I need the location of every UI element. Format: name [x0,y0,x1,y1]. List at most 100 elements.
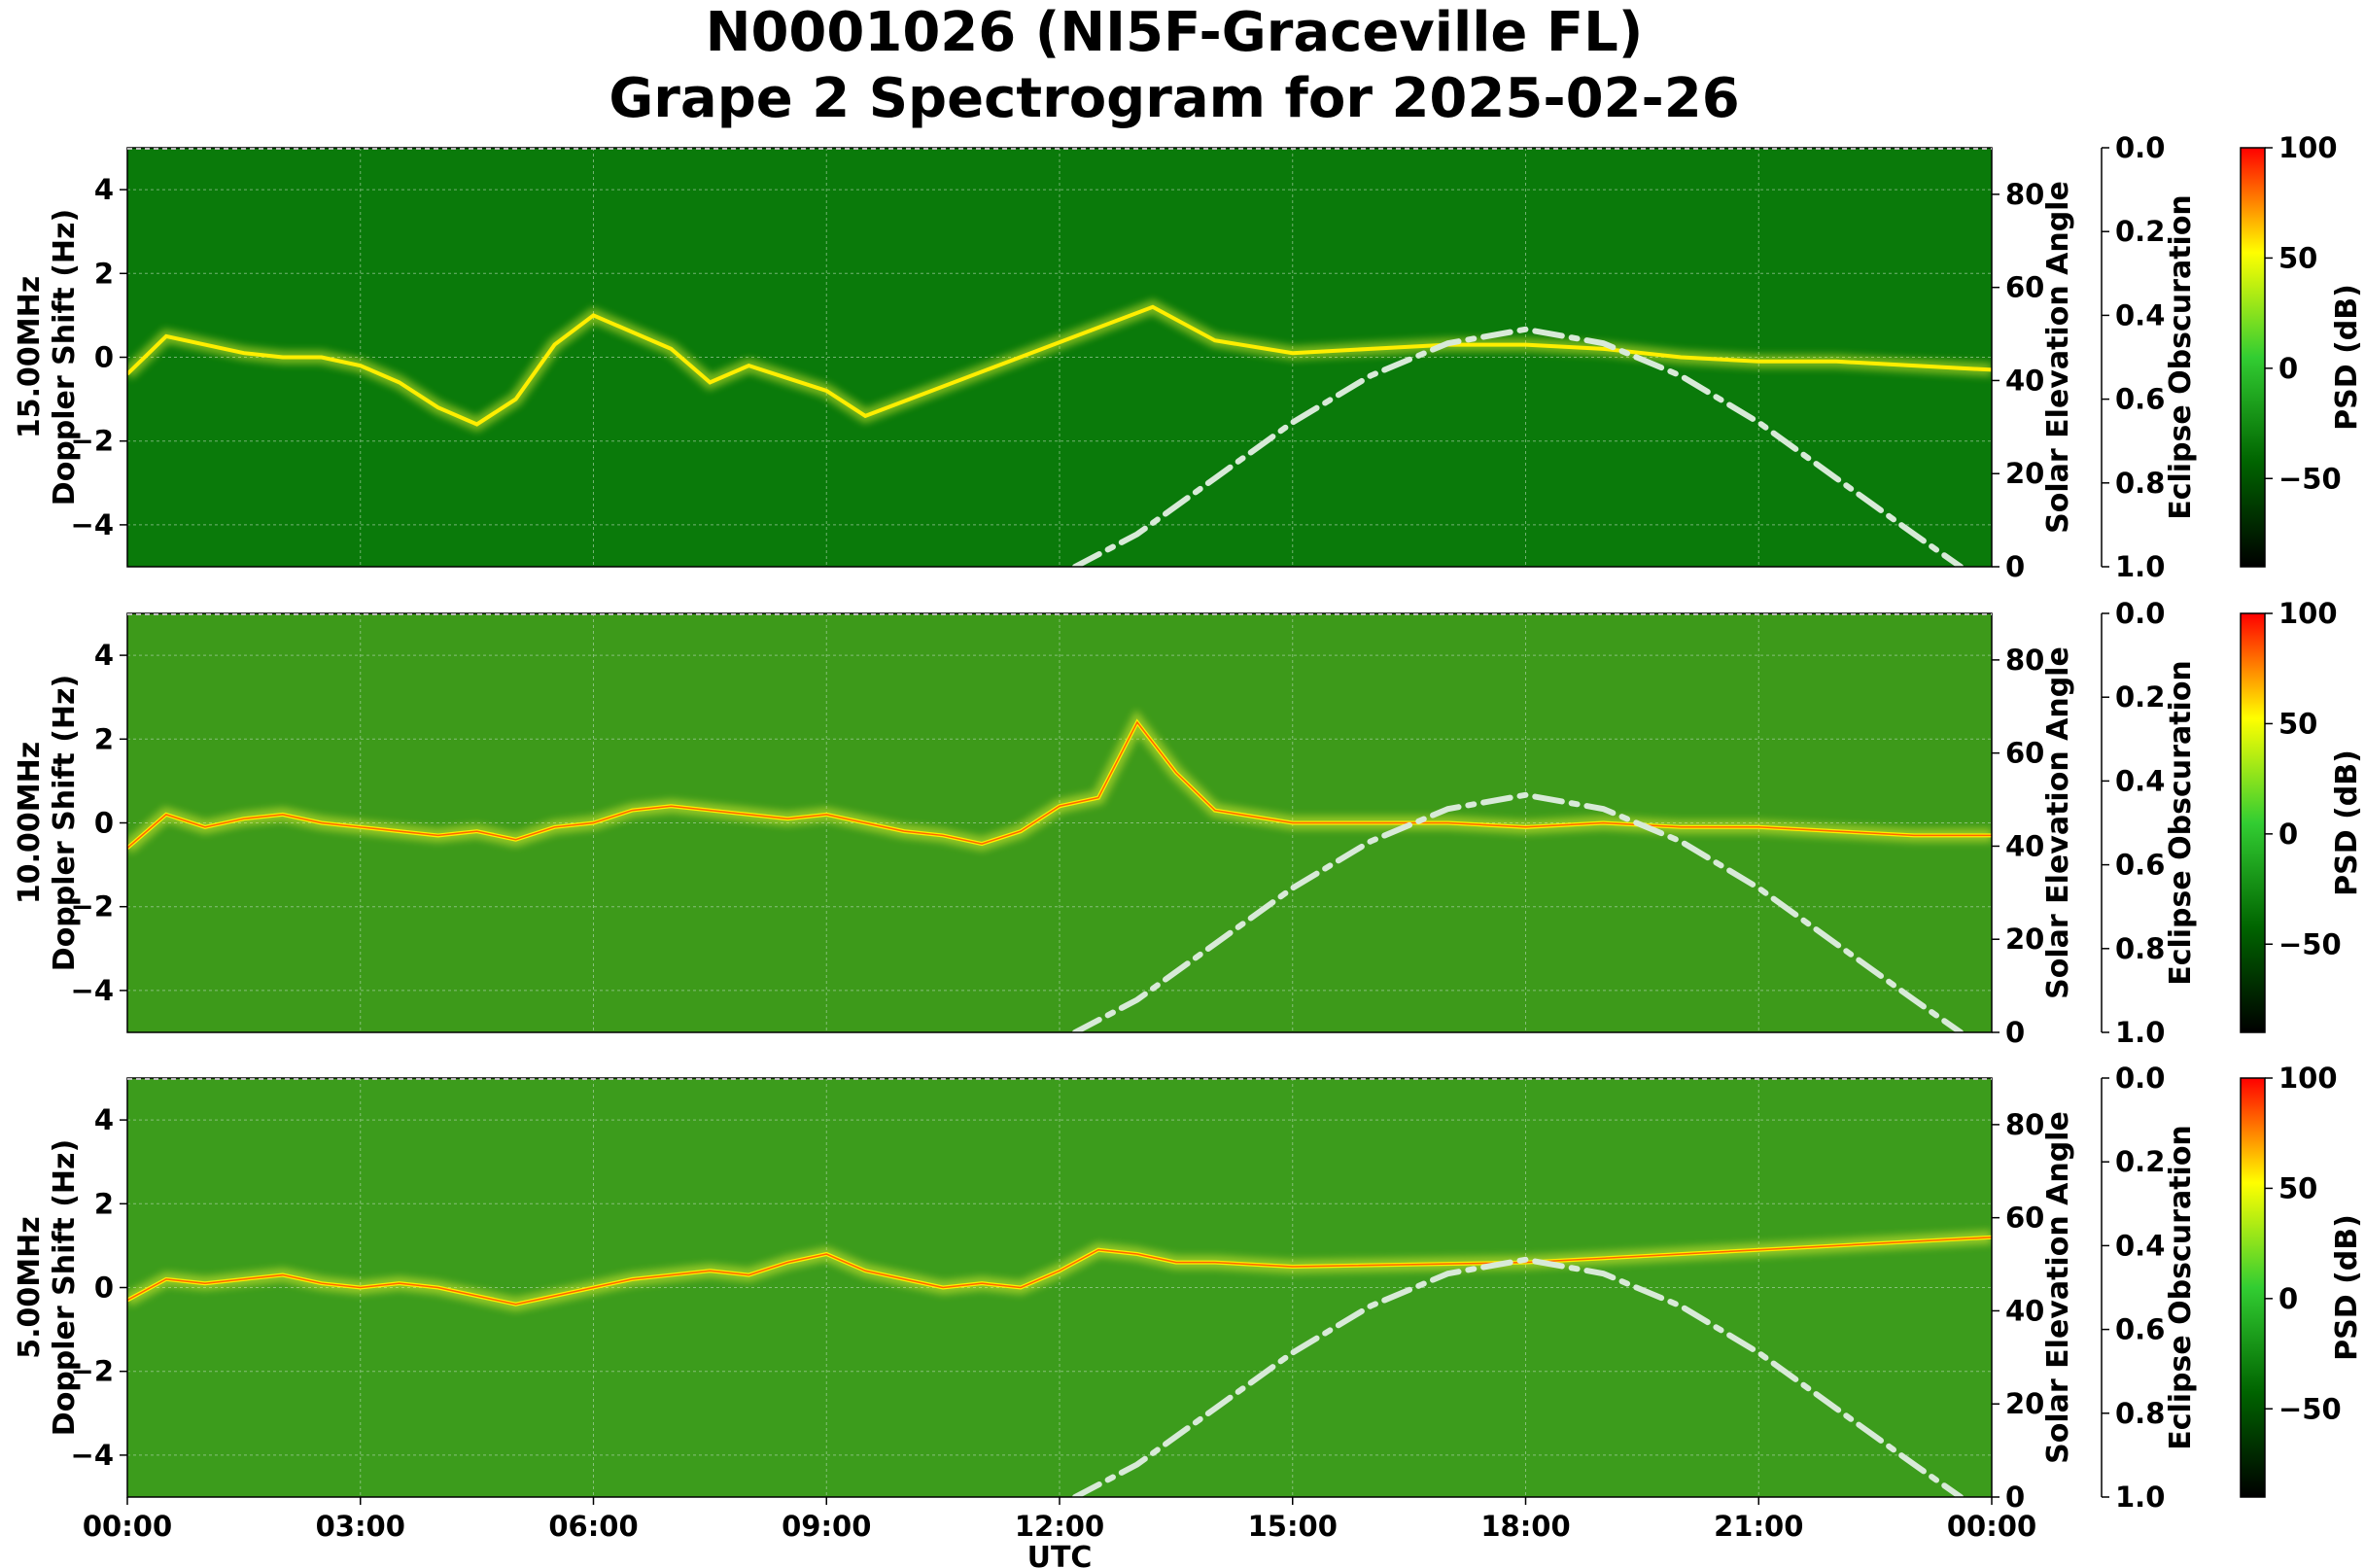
colorbar-label: PSD (dB) [2330,749,2364,896]
eclipse-tick-label: 0.2 [2115,680,2165,714]
elevation-tick-label: 80 [2005,1108,2044,1141]
colorbar-tick-label: 0 [2278,1282,2298,1315]
x-tick-label: 06:00 [548,1510,638,1543]
eclipse-axis-label: Eclipse Obscuration [2164,660,2198,986]
x-tick-label: 18:00 [1480,1510,1570,1543]
doppler-trace-peak [127,720,1992,849]
doppler-label: Doppler Shift (Hz) [48,209,82,505]
elevation-axis-label: Solar Elevation Angle [2041,181,2075,534]
y-tick-label: 4 [94,173,114,206]
panel-3: 420−2−45.00MHzDoppler Shift (Hz)02040608… [13,1062,2364,1514]
spectrogram-panels: 420−2−415.00MHzDoppler Shift (Hz)0204060… [13,131,2364,1514]
colorbar-tick-label: 50 [2278,1171,2317,1204]
colorbar-tick-label: 0 [2278,352,2298,385]
elevation-tick-label: 0 [2005,1481,2025,1514]
x-tick-label: 00:00 [83,1510,172,1543]
colorbar-tick-label: −50 [2278,927,2342,960]
y-tick-label: −4 [71,1439,114,1472]
doppler-trace-group [127,710,1992,854]
y-axis-label: 5.00MHzDoppler Shift (Hz) [13,1139,82,1436]
psd-colorbar [2240,1077,2266,1498]
y-tick-label: 2 [94,257,114,290]
colorbar-tick-label: 100 [2278,131,2338,164]
x-tick-label: 21:00 [1714,1510,1803,1543]
solar-elevation-curve [1071,791,1965,1032]
colorbar-tick-label: −50 [2278,1392,2342,1425]
elevation-tick-label: 40 [2005,829,2044,862]
eclipse-tick-label: 0.6 [2115,849,2165,882]
colorbar-tick-label: 50 [2278,707,2317,740]
colorbar-label: PSD (dB) [2330,1214,2364,1361]
x-tick-label: 15:00 [1248,1510,1338,1543]
doppler-trace-peak [127,1237,1992,1306]
y-tick-label: 2 [94,1187,114,1220]
frequency-label: 10.00MHz [13,742,47,904]
y-axis-label: 10.00MHzDoppler Shift (Hz) [13,675,82,971]
elevation-tick-label: 40 [2005,364,2044,397]
y-tick-label: 0 [94,1272,114,1305]
elevation-tick-label: 20 [2005,457,2044,490]
y-tick-label: −2 [71,890,114,923]
eclipse-tick-label: 0.0 [2115,131,2165,164]
eclipse-axis-label: Eclipse Obscuration [2164,194,2198,520]
y-tick-label: 0 [94,341,114,374]
y-tick-label: −4 [71,974,114,1007]
eclipse-tick-label: 0.6 [2115,383,2165,416]
psd-colorbar [2240,147,2266,568]
colorbar-label: PSD (dB) [2330,284,2364,431]
eclipse-tick-label: 0.4 [2115,764,2165,797]
y-tick-label: −4 [71,508,114,541]
y-axis-label: 15.00MHzDoppler Shift (Hz) [13,209,82,505]
y-tick-label: 4 [94,1103,114,1136]
eclipse-tick-label: 1.0 [2115,550,2165,583]
eclipse-tick-label: 0.4 [2115,1229,2165,1262]
x-tick-label: 09:00 [782,1510,871,1543]
eclipse-tick-label: 0.0 [2115,597,2165,630]
elevation-tick-label: 60 [2005,737,2044,770]
colorbar-tick-label: 50 [2278,241,2317,274]
elevation-tick-label: 80 [2005,644,2044,677]
frequency-label: 5.00MHz [13,1216,47,1358]
eclipse-tick-label: 0.8 [2115,932,2165,965]
eclipse-tick-label: 0.8 [2115,1397,2165,1430]
elevation-tick-label: 80 [2005,178,2044,211]
elevation-tick-label: 60 [2005,271,2044,304]
doppler-trace [127,304,1992,427]
elevation-tick-label: 0 [2005,550,2025,583]
elevation-tick-label: 60 [2005,1202,2044,1235]
elevation-tick-label: 20 [2005,923,2044,956]
elevation-axis-label: Solar Elevation Angle [2041,1111,2075,1464]
doppler-label: Doppler Shift (Hz) [48,1139,82,1436]
eclipse-tick-label: 0.8 [2115,467,2165,500]
colorbar-tick-label: 100 [2278,1062,2338,1095]
eclipse-tick-label: 0.2 [2115,215,2165,248]
eclipse-tick-label: 0.6 [2115,1313,2165,1346]
elevation-tick-label: 40 [2005,1294,2044,1327]
eclipse-tick-label: 0.0 [2115,1062,2165,1095]
doppler-trace-group [127,1230,1992,1311]
eclipse-tick-label: 1.0 [2115,1481,2165,1514]
solar-elevation-curve [1071,1256,1965,1497]
eclipse-tick-label: 0.2 [2115,1145,2165,1178]
eclipse-tick-label: 0.4 [2115,298,2165,331]
elevation-axis-label: Solar Elevation Angle [2041,646,2075,999]
elevation-tick-label: 20 [2005,1387,2044,1420]
eclipse-tick-label: 1.0 [2115,1016,2165,1049]
y-tick-label: 0 [94,807,114,840]
panel-2: 420−2−410.00MHzDoppler Shift (Hz)0204060… [13,597,2364,1049]
elevation-tick-label: 0 [2005,1016,2025,1049]
y-tick-label: −2 [71,1355,114,1388]
frequency-label: 15.00MHz [13,276,47,438]
doppler-trace-group [127,299,1992,433]
grid-lines [126,148,1993,567]
x-tick-label: 00:00 [1947,1510,2036,1543]
doppler-label: Doppler Shift (Hz) [48,675,82,971]
y-tick-label: −2 [71,425,114,458]
eclipse-axis-label: Eclipse Obscuration [2164,1125,2198,1450]
y-tick-label: 2 [94,722,114,755]
x-tick-label: 12:00 [1015,1510,1104,1543]
y-tick-label: 4 [94,639,114,672]
solar-elevation-curve [1071,326,1965,567]
psd-colorbar [2240,612,2266,1033]
